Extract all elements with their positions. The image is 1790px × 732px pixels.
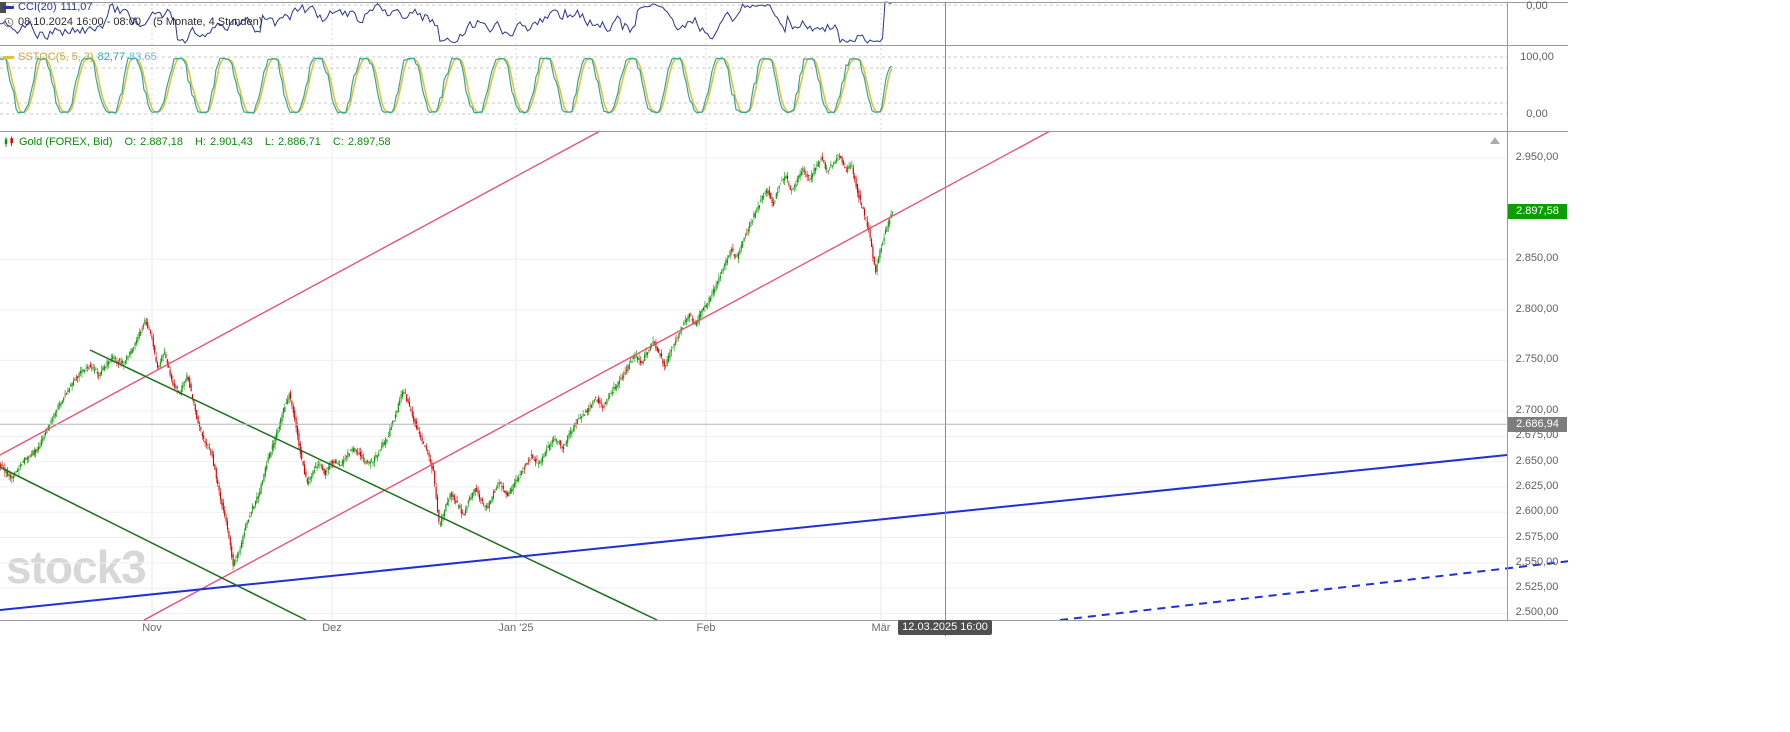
- scale-collapse-icon[interactable]: [1490, 137, 1500, 144]
- high-label: H:: [194, 136, 206, 148]
- sstoc-scale-label: 0,00: [1526, 108, 1548, 120]
- month-label: Feb: [696, 622, 716, 634]
- month-label: Nov: [142, 622, 162, 634]
- price-axis-label: 2.550,00: [1515, 556, 1559, 568]
- price-axis-label: 2.600,00: [1515, 505, 1559, 517]
- close-label: C:: [332, 136, 344, 148]
- cci-scale-label: 0,00: [1526, 0, 1548, 12]
- price-axis-label: 2.500,00: [1515, 606, 1559, 618]
- month-label: Jan '25: [498, 622, 534, 634]
- time-interval-text: (5 Monate, 4 Stunden): [152, 16, 263, 28]
- sstoc-k-value: 82,77: [97, 51, 126, 63]
- price-axis-label: 2.625,00: [1515, 480, 1559, 492]
- price-axis-label: 2.950,00: [1515, 151, 1559, 163]
- price-axis-label: 2.575,00: [1515, 531, 1559, 543]
- month-label: Mär: [871, 622, 891, 634]
- clock-icon: [3, 17, 14, 27]
- low-value: 2.886,71: [278, 136, 321, 148]
- cci-label: CCI(20): [18, 1, 57, 13]
- watermark-text: stock: [6, 541, 122, 593]
- close-value: 2.897,58: [347, 136, 391, 148]
- last-price-badge: 2.897,58: [1508, 204, 1567, 219]
- high-value: 2.901,43: [209, 136, 253, 148]
- low-label: L:: [264, 136, 274, 148]
- price-axis-label: 2.800,00: [1515, 303, 1559, 315]
- time-range-legend: 08.10.2024 16:00 - 08:00 (5 Monate, 4 St…: [3, 16, 262, 28]
- cci-legend[interactable]: CCI(20) 111,07: [3, 1, 93, 13]
- cci-line-icon: [3, 5, 14, 9]
- price-axis-label: 2.750,00: [1515, 353, 1559, 365]
- watermark-suffix: 3: [121, 541, 147, 593]
- sstoc-label: SSTOC(5, 5, 3): [18, 51, 94, 63]
- price-axis-label: 2.850,00: [1515, 252, 1559, 264]
- chart-widget: stock3 CCI(20) 111,07 08.10.2024 16:00 -…: [0, 0, 1568, 640]
- price-axis-label: 2.675,00: [1515, 429, 1559, 441]
- instrument-title: Gold (FOREX, Bid): [19, 136, 113, 148]
- candlestick-icon: [4, 136, 13, 147]
- sstoc-d-value: 83,65: [129, 51, 157, 63]
- price-axis-label: 2.525,00: [1515, 581, 1559, 593]
- month-label: Dez: [322, 622, 342, 634]
- time-range-text: 08.10.2024 16:00 - 08:00: [18, 16, 141, 28]
- instrument-legend[interactable]: Gold (FOREX, Bid) O: 2.887,18 H: 2.901,4…: [3, 136, 391, 148]
- price-axis-label: 2.700,00: [1515, 404, 1559, 416]
- sstoc-legend[interactable]: SSTOC(5, 5, 3) 82,77 83,65: [3, 51, 157, 63]
- sstoc-scale-label: 100,00: [1520, 51, 1554, 63]
- open-label: O:: [124, 136, 137, 148]
- sstoc-line-icon: [3, 55, 14, 59]
- crosshair-price-badge: 2.686,94: [1508, 417, 1567, 432]
- open-value: 2.887,18: [140, 136, 183, 148]
- crosshair-date-badge: 12.03.2025 16:00: [898, 620, 992, 635]
- chart-plot-area[interactable]: [0, 0, 1568, 640]
- cci-value: 111,07: [60, 1, 93, 13]
- stock3-watermark: stock3: [6, 541, 147, 593]
- price-axis-label: 2.650,00: [1515, 455, 1559, 467]
